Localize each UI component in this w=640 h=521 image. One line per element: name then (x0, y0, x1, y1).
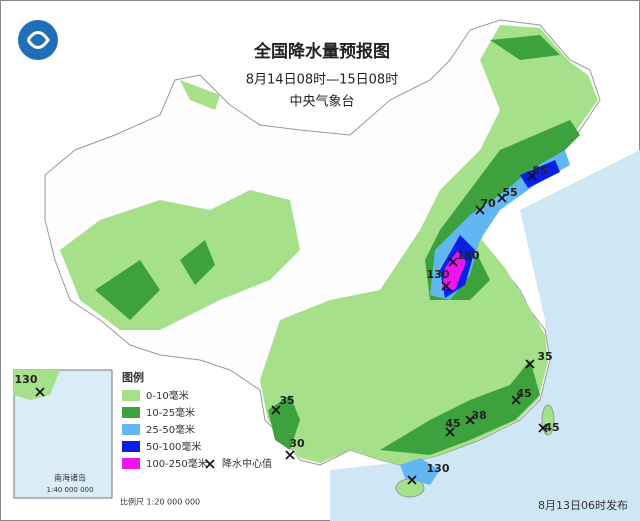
center-value: 55 (502, 186, 517, 199)
center-value: 38 (471, 409, 486, 422)
center-mark (511, 395, 521, 405)
center-mark (205, 459, 215, 469)
precip-areas (60, 25, 598, 485)
center-mark (475, 205, 485, 215)
center-value: 35 (537, 350, 552, 363)
center-mark (527, 171, 537, 181)
center-mark (538, 423, 548, 433)
area (180, 80, 220, 110)
area (490, 35, 560, 60)
legend-label: 降水中心值 (222, 457, 272, 470)
center-value: 130 (427, 462, 450, 475)
center-mark (465, 415, 475, 425)
legend-swatch (122, 441, 140, 452)
legend-swatch (122, 424, 140, 435)
center-value: 30 (289, 437, 305, 450)
area (268, 395, 300, 450)
area (442, 250, 466, 290)
area (180, 240, 215, 285)
legend-label: 25-50毫米 (146, 423, 195, 436)
issuer: 中央气象台 (289, 94, 354, 110)
center-mark (445, 427, 455, 437)
center-value: 45 (544, 421, 559, 434)
center-value: 130 (427, 268, 450, 281)
inset-label: 南海诸岛 (54, 473, 86, 483)
legend-label: 10-25毫米 (146, 406, 195, 419)
center-value: 130 (15, 373, 38, 386)
center-value: 70 (480, 197, 496, 210)
legend-label: 0-10毫米 (146, 389, 189, 402)
center-value: 180 (457, 249, 480, 262)
legend-title: 图例 (122, 370, 144, 384)
area (260, 25, 598, 465)
legend-swatch (122, 458, 140, 469)
legend-swatch (122, 407, 140, 418)
center-mark (441, 281, 451, 291)
subtitle: 8月14日08时—15日08时 (246, 73, 398, 88)
legend: 图例 0-10毫米 10-25毫米 25-50毫米 50-100毫米 100-250毫米 (122, 370, 208, 470)
area (380, 360, 540, 455)
inset-land (14, 370, 60, 400)
area (520, 160, 560, 188)
center-value: 85 (532, 164, 547, 177)
legend-label: 100-250毫米 (146, 457, 208, 470)
center-value: 45 (516, 387, 531, 400)
center-mark (271, 405, 281, 415)
center-mark (448, 257, 458, 267)
logo (18, 20, 58, 60)
area (95, 260, 160, 320)
legend-swatch (122, 390, 140, 401)
center-mark (285, 450, 295, 460)
center-mark (407, 475, 417, 485)
center-mark (497, 193, 507, 203)
legend-label: 50-100毫米 (146, 440, 201, 453)
issued: 8月13日06时发布 (538, 498, 628, 512)
taiwan (541, 404, 555, 436)
center-value: 35 (279, 394, 294, 407)
title: 全国降水量预报图 (253, 41, 390, 62)
center-mark (525, 359, 535, 369)
ocean (330, 150, 640, 521)
inset-scale: 1:40 000 000 (47, 486, 94, 494)
scale: 比例尺 1:20 000 000 (120, 497, 200, 507)
center-value: 45 (445, 417, 460, 430)
center-mark (35, 387, 45, 397)
logo-mark (26, 31, 50, 49)
